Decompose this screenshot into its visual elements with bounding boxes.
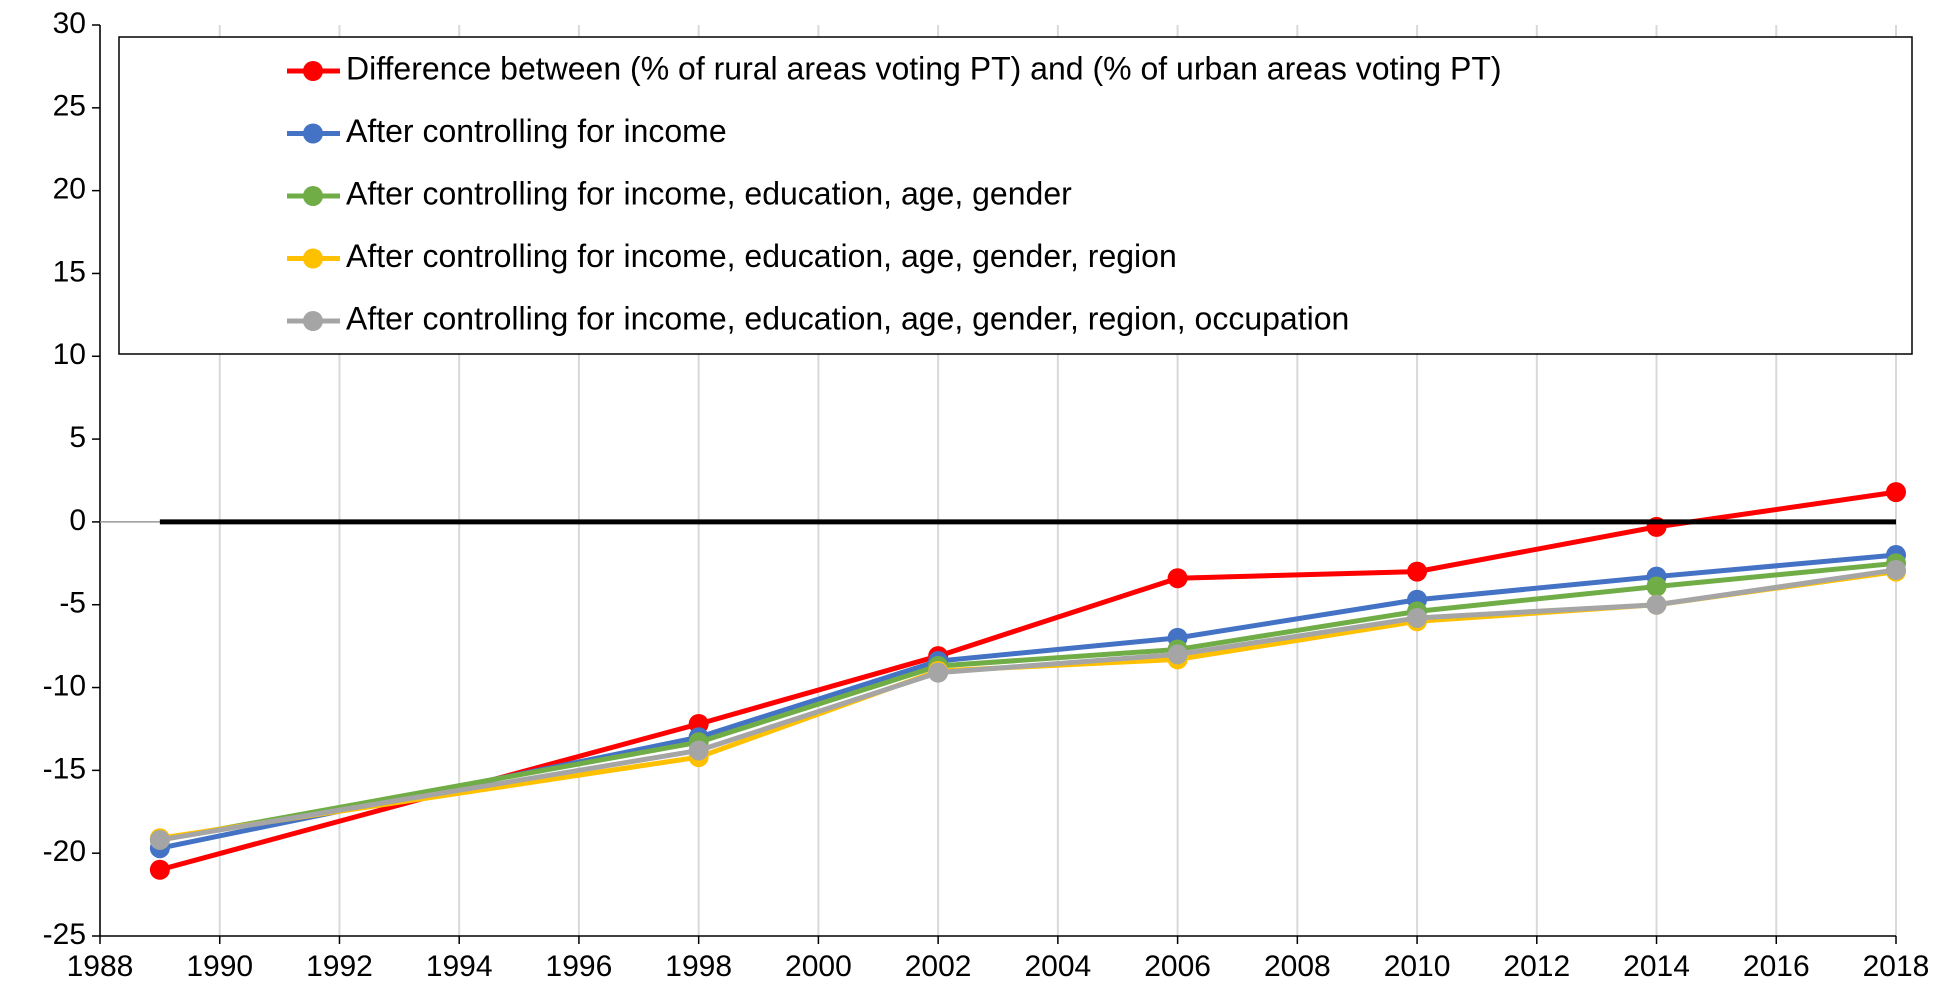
y-tick-label: -5 xyxy=(59,587,86,620)
legend-marker xyxy=(303,61,323,81)
y-tick-label: 30 xyxy=(53,7,86,40)
y-tick-label: 5 xyxy=(69,421,86,454)
legend-marker xyxy=(303,123,323,144)
series-line xyxy=(159,489,1897,873)
x-tick-label: 1988 xyxy=(67,950,134,983)
x-tick-label: 2012 xyxy=(1503,950,1570,983)
data-point xyxy=(1886,559,1906,580)
data-point xyxy=(149,829,170,850)
legend-marker xyxy=(303,311,323,331)
y-tick-label: 15 xyxy=(53,255,86,288)
y-tick-label: 25 xyxy=(53,90,86,123)
data-point xyxy=(1407,561,1428,582)
x-tick-label: 1996 xyxy=(546,950,613,983)
legend-label: After controlling for income xyxy=(346,113,727,149)
x-tick-label: 2014 xyxy=(1623,950,1690,983)
legend-label: After controlling for income, education,… xyxy=(346,175,1072,211)
data-point xyxy=(149,859,170,880)
legend-box xyxy=(118,36,1913,355)
x-tick-label: 2018 xyxy=(1863,950,1930,983)
y-tick-label: -10 xyxy=(43,669,86,702)
y-tick-label: -20 xyxy=(43,835,86,868)
y-tick-label: 20 xyxy=(53,173,86,206)
x-tick-label: 2016 xyxy=(1743,950,1810,983)
data-point xyxy=(1646,594,1667,615)
x-tick-label: 2006 xyxy=(1144,950,1211,983)
x-tick-label: 1998 xyxy=(665,950,732,983)
data-point xyxy=(1167,568,1188,589)
x-tick-label: 2008 xyxy=(1264,950,1331,983)
x-tick-label: 1992 xyxy=(306,950,373,983)
x-tick-label: 2002 xyxy=(905,950,972,983)
y-tick-label: -15 xyxy=(43,752,86,785)
legend-marker xyxy=(303,248,323,269)
x-tick-label: 2000 xyxy=(785,950,852,983)
data-point xyxy=(688,740,709,761)
data-point xyxy=(1886,482,1906,503)
x-tick-label: 2004 xyxy=(1024,950,1091,983)
y-tick-label: -25 xyxy=(43,918,86,951)
data-point xyxy=(1167,644,1188,665)
legend-label: After controlling for income, education,… xyxy=(346,238,1177,274)
series-line xyxy=(159,552,1897,851)
data-point xyxy=(1646,576,1667,597)
x-tick-label: 2010 xyxy=(1384,950,1451,983)
x-tick-label: 1990 xyxy=(186,950,253,983)
x-tick-label: 1994 xyxy=(426,950,493,983)
legend-label: After controlling for income, education,… xyxy=(346,300,1349,336)
legend-marker xyxy=(303,186,323,206)
legend-label: Difference between (% of rural areas vot… xyxy=(346,50,1502,86)
data-point xyxy=(928,662,949,683)
data-point xyxy=(1407,607,1428,628)
y-tick-label: 10 xyxy=(53,338,86,371)
y-tick-label: 0 xyxy=(69,504,86,537)
